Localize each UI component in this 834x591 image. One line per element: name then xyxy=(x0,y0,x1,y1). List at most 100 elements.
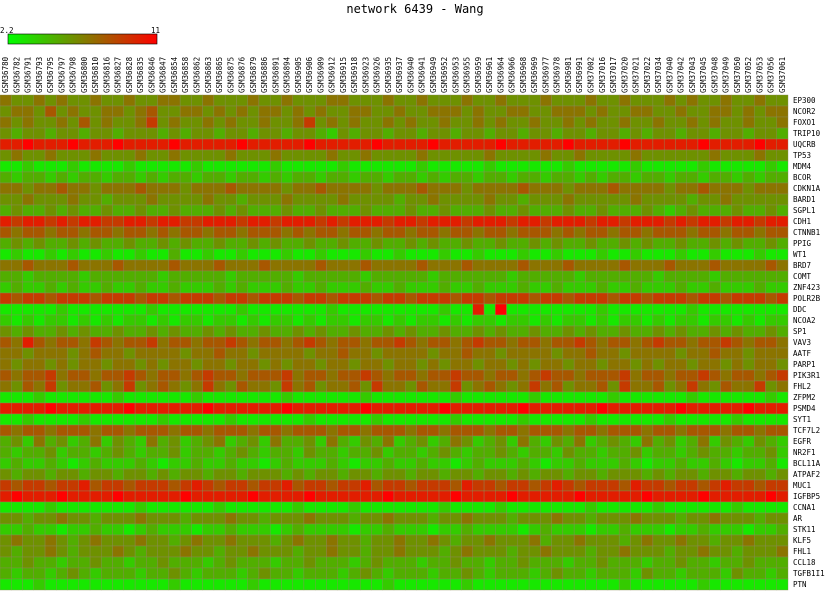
heatmap-cell xyxy=(686,479,699,492)
heatmap-cell xyxy=(44,105,57,118)
heatmap-cell xyxy=(371,556,383,569)
heatmap-cell xyxy=(78,193,91,206)
heatmap-cell xyxy=(675,149,687,162)
heatmap-cell xyxy=(573,237,586,250)
heatmap-cell xyxy=(596,369,609,382)
heatmap-cell xyxy=(89,556,102,569)
heatmap-cell xyxy=(495,380,507,393)
heatmap-cell xyxy=(709,556,721,569)
heatmap-cell xyxy=(22,556,34,569)
heatmap-cell xyxy=(776,413,789,426)
heatmap-cell xyxy=(33,369,46,382)
heatmap-cell xyxy=(585,171,597,184)
heatmap-cell xyxy=(56,578,68,591)
heatmap-cell xyxy=(191,468,203,481)
row-label: AATF xyxy=(793,349,812,358)
heatmap-cell xyxy=(630,193,642,206)
heatmap-cell xyxy=(258,380,271,393)
heatmap-cell xyxy=(191,512,203,525)
heatmap-cell xyxy=(663,215,676,228)
heatmap-cell xyxy=(472,468,485,481)
heatmap-cell xyxy=(258,369,271,382)
heatmap-cell xyxy=(528,303,541,316)
heatmap-cell xyxy=(765,446,777,459)
heatmap-cell xyxy=(292,204,305,217)
heatmap-cell xyxy=(269,292,282,305)
column-label: GSM37056 xyxy=(767,56,776,93)
heatmap-cell xyxy=(0,171,12,184)
heatmap-cell xyxy=(697,567,710,580)
heatmap-cell xyxy=(630,336,642,349)
heatmap-cell xyxy=(315,171,327,184)
heatmap-cell xyxy=(56,545,68,558)
heatmap-cell xyxy=(416,512,428,525)
heatmap-cell xyxy=(461,259,473,272)
heatmap-cell xyxy=(191,457,203,470)
heatmap-cell xyxy=(663,534,676,547)
heatmap-cell xyxy=(360,534,372,547)
heatmap-cell xyxy=(731,259,744,272)
heatmap-cell xyxy=(472,523,485,536)
heatmap-cell xyxy=(269,457,282,470)
heatmap-cell xyxy=(146,149,158,162)
heatmap-cell xyxy=(22,358,34,371)
heatmap-cell xyxy=(360,204,372,217)
heatmap-cell xyxy=(269,545,282,558)
heatmap-cell xyxy=(213,237,226,250)
heatmap-cell xyxy=(179,479,192,492)
heatmap-cell xyxy=(33,358,46,371)
heatmap-cell xyxy=(269,237,282,250)
heatmap-cell xyxy=(134,380,147,393)
heatmap-cell xyxy=(56,171,68,184)
heatmap-cell xyxy=(258,182,271,195)
heatmap-cell xyxy=(326,325,338,338)
heatmap-cell xyxy=(371,446,383,459)
heatmap-cell xyxy=(112,479,125,492)
heatmap-cell xyxy=(450,446,462,459)
heatmap-cell xyxy=(123,215,136,228)
heatmap-cell xyxy=(596,545,609,558)
heatmap-cell xyxy=(641,303,654,316)
heatmap-cell xyxy=(551,215,564,228)
heatmap-cell xyxy=(495,523,507,536)
heatmap-cell xyxy=(495,292,507,305)
heatmap-cell xyxy=(157,325,170,338)
row-label: SGPL1 xyxy=(793,206,816,215)
heatmap-cell xyxy=(528,116,541,129)
heatmap-cell xyxy=(360,358,372,371)
heatmap-cell xyxy=(123,468,136,481)
heatmap-cell xyxy=(281,380,293,393)
heatmap-cell xyxy=(202,413,215,426)
heatmap-cell xyxy=(146,424,158,437)
heatmap-cell xyxy=(337,281,350,294)
heatmap-cell xyxy=(427,193,440,206)
heatmap-cell xyxy=(618,204,631,217)
heatmap-cell xyxy=(44,314,57,327)
heatmap-cell xyxy=(596,105,609,118)
row-label: TRIP10 xyxy=(793,129,821,138)
heatmap-cell xyxy=(573,127,586,140)
heatmap-cell xyxy=(179,457,192,470)
heatmap-cell xyxy=(56,468,68,481)
heatmap-cell xyxy=(337,479,350,492)
heatmap-cell xyxy=(56,424,68,437)
heatmap-cell xyxy=(483,138,496,151)
heatmap-cell xyxy=(596,468,609,481)
heatmap-cell xyxy=(754,468,766,481)
heatmap-cell xyxy=(315,512,327,525)
heatmap-cell xyxy=(101,303,113,316)
heatmap-cell xyxy=(450,259,462,272)
heatmap-cell xyxy=(202,314,215,327)
heatmap-cell xyxy=(382,303,395,316)
heatmap-cell xyxy=(0,358,12,371)
heatmap-cell xyxy=(89,369,102,382)
heatmap-cell xyxy=(382,182,395,195)
heatmap-cell xyxy=(663,424,676,437)
heatmap-cell xyxy=(337,578,350,591)
heatmap-cell xyxy=(281,567,293,580)
heatmap-cell xyxy=(292,270,305,283)
heatmap-cell xyxy=(337,303,350,316)
heatmap-cell xyxy=(663,105,676,118)
heatmap-cell xyxy=(101,347,113,360)
heatmap-cell xyxy=(776,446,789,459)
